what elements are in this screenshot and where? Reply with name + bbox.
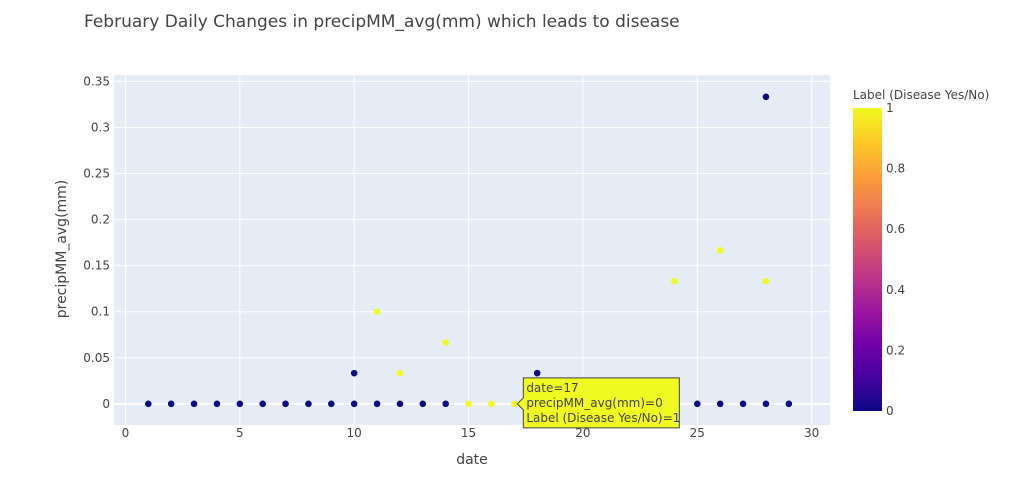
data-point (328, 400, 335, 408)
data-point (762, 93, 770, 101)
data-point (533, 369, 541, 377)
data-point (282, 400, 289, 408)
x-tick-label: 30 (804, 426, 819, 440)
grid-layer (114, 75, 830, 425)
y-axis-title: precipMM_avg(mm) (54, 180, 70, 319)
data-point (236, 400, 244, 408)
data-point (671, 277, 678, 285)
data-point (350, 369, 358, 377)
data-point (442, 400, 449, 408)
tooltip-line: Label (Disease Yes/No)=1 (526, 411, 680, 425)
x-tick-label: 0 (122, 426, 130, 440)
x-tick-labels: 0 5 10 15 20 25 30 (122, 426, 820, 440)
x-tick-label: 5 (236, 426, 244, 440)
data-point (190, 400, 198, 408)
x-tick-label: 20 (575, 426, 590, 440)
data-point (396, 369, 404, 377)
data-point (419, 400, 427, 408)
colorbar-tick-label: 1 (886, 101, 894, 115)
colorbar (853, 108, 882, 411)
data-point (739, 400, 747, 408)
colorbar-tick-label: 0.2 (886, 343, 905, 357)
tooltip-box (516, 377, 680, 429)
y-tick-label: 0.15 (83, 259, 110, 273)
data-point (213, 400, 221, 408)
data-point (762, 277, 770, 285)
data-point (785, 400, 793, 408)
y-tick-label: 0.05 (83, 351, 110, 365)
data-point (305, 400, 312, 408)
x-tick-label: 10 (347, 426, 362, 440)
colorbar-tick-label: 0.6 (886, 222, 905, 236)
tooltip-line: precipMM_avg(mm)=0 (526, 396, 662, 410)
y-tick-label: 0.25 (83, 167, 110, 181)
y-tick-label: 0.3 (91, 121, 110, 135)
colorbar-tick-label: 0.8 (886, 162, 905, 176)
data-point (716, 400, 724, 408)
y-tick-label: 0 (102, 397, 110, 411)
data-point (373, 308, 381, 316)
data-point (465, 400, 472, 408)
y-tick-label: 0.1 (91, 305, 110, 319)
data-point (167, 400, 175, 408)
chart-title: February Daily Changes in precipMM_avg(m… (84, 12, 680, 32)
data-point (511, 400, 518, 408)
colorbar-tick-label: 0.4 (886, 283, 905, 297)
data-point (396, 400, 404, 408)
data-point (716, 246, 724, 254)
y-tick-label: 0.2 (91, 213, 110, 227)
y-tick-labels: 0 0.05 0.1 0.15 0.2 0.25 0.3 0.35 (83, 74, 110, 410)
data-point (442, 339, 449, 346)
colorbar-title: Label (Disease Yes/No) (853, 88, 989, 102)
data-point (373, 400, 381, 408)
data-point (259, 400, 266, 408)
plot-area[interactable] (114, 75, 830, 425)
data-point (145, 400, 152, 408)
tooltip-line: date=17 (526, 381, 578, 395)
data-point (488, 400, 495, 408)
x-tick-label: 15 (461, 426, 476, 440)
scatter-points (145, 93, 793, 408)
colorbar-tick-label: 0 (886, 404, 894, 418)
x-axis-title: date (456, 452, 488, 468)
y-tick-label: 0.35 (83, 74, 110, 88)
x-tick-label: 25 (690, 426, 705, 440)
data-point (694, 400, 701, 408)
colorbar-tick-labels: 0 0.2 0.4 0.6 0.8 1 (886, 101, 905, 418)
data-point (350, 400, 358, 408)
data-point (762, 400, 770, 408)
